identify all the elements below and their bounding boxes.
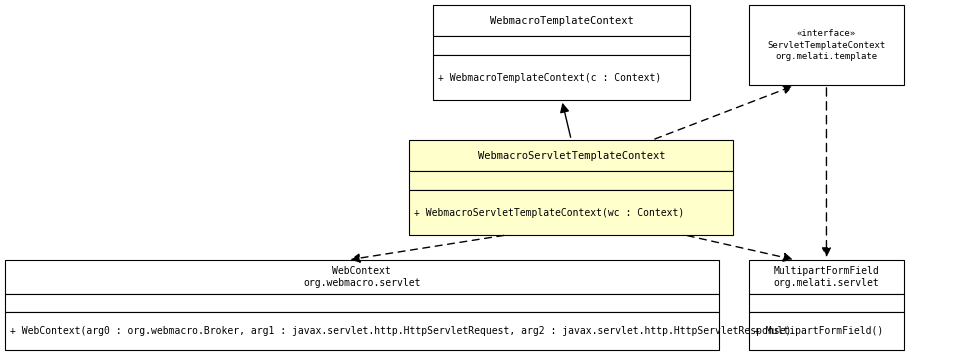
Bar: [433, 36, 690, 55]
Text: + WebmacroServletTemplateContext(wc : Context): + WebmacroServletTemplateContext(wc : Co…: [414, 208, 685, 218]
Text: WebmacroTemplateContext: WebmacroTemplateContext: [490, 16, 634, 26]
Bar: [433, 55, 690, 100]
Bar: [749, 5, 903, 85]
Bar: [749, 294, 903, 312]
Bar: [409, 140, 733, 171]
Text: WebContext
org.webmacro.servlet: WebContext org.webmacro.servlet: [303, 266, 421, 288]
Text: WebmacroServletTemplateContext: WebmacroServletTemplateContext: [478, 151, 665, 161]
Text: «interface»
ServletTemplateContext
org.melati.template: «interface» ServletTemplateContext org.m…: [767, 29, 885, 61]
Bar: [409, 190, 733, 235]
Text: + MultipartFormField(): + MultipartFormField(): [754, 326, 883, 336]
Bar: [749, 260, 903, 294]
Text: MultipartFormField
org.melati.servlet: MultipartFormField org.melati.servlet: [774, 266, 879, 288]
Bar: [433, 5, 690, 36]
Bar: [749, 312, 903, 350]
Bar: [5, 294, 719, 312]
Text: + WebmacroTemplateContext(c : Context): + WebmacroTemplateContext(c : Context): [438, 73, 662, 83]
Bar: [5, 260, 719, 294]
Bar: [5, 312, 719, 350]
Text: + WebContext(arg0 : org.webmacro.Broker, arg1 : javax.servlet.http.HttpServletRe: + WebContext(arg0 : org.webmacro.Broker,…: [10, 326, 791, 336]
Bar: [409, 171, 733, 190]
